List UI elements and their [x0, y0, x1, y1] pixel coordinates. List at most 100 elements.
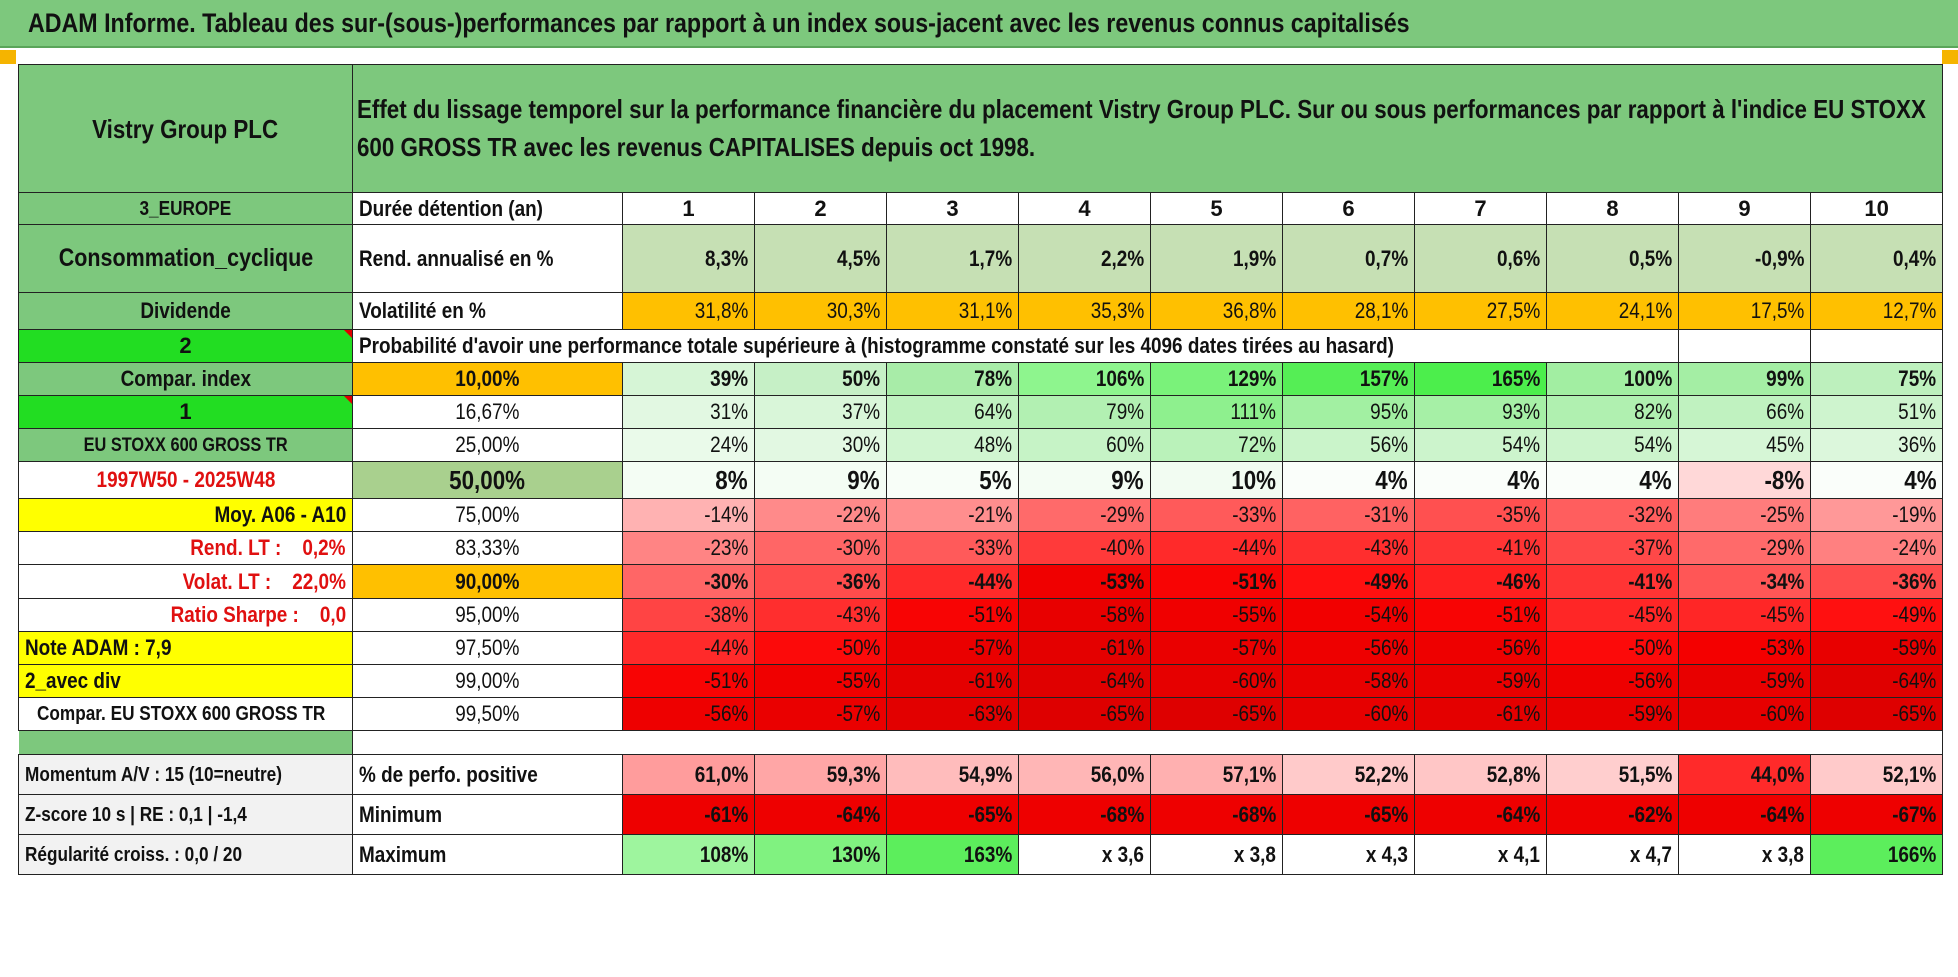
quantile-cell: -59% — [1809, 631, 1944, 665]
rend-cell: 0,7% — [1282, 224, 1415, 293]
minimum-cell: -65% — [886, 794, 1019, 835]
quantile-cell: -36% — [1809, 564, 1944, 599]
quantile-row: Compar. index 10,00% 39% 50% 78% 106% 12… — [18, 362, 1944, 396]
quantile-cell: -51% — [886, 598, 1019, 632]
quantile-row: Ratio Sharpe : 0,0 95,00% -38% -43% -51%… — [18, 598, 1944, 632]
compar-index-code: 1 — [18, 395, 353, 429]
quantile-cell: -59% — [1414, 664, 1547, 698]
quantile-cell: 9% — [754, 461, 887, 499]
minimum-cell: -62% — [1546, 794, 1679, 835]
header-row: Vistry Group PLC Effet du lissage tempor… — [18, 64, 1944, 193]
title-bar: ADAM Informe. Tableau des sur-(sous-)per… — [0, 0, 1958, 48]
minimum-label: Minimum — [352, 794, 623, 835]
quantile-cell: -24% — [1809, 531, 1944, 565]
note-adam: Note ADAM : 7,9 — [18, 631, 353, 665]
quantile-cell: -64% — [1018, 664, 1151, 698]
vol-cell: 30,3% — [754, 292, 887, 330]
quantile-cell: 4% — [1809, 461, 1944, 499]
prob-label: Probabilité d'avoir une performance tota… — [352, 329, 1679, 363]
quantile-cell: -59% — [1678, 664, 1811, 698]
quantile-cell: 129% — [1150, 362, 1283, 396]
quantile-cell: -65% — [1809, 697, 1944, 731]
vol-cell: 17,5% — [1678, 292, 1811, 330]
quantile-row: EU STOXX 600 GROSS TR 25,00% 24% 30% 48%… — [18, 428, 1944, 462]
year-cell: 8 — [1546, 192, 1679, 225]
maximum-cell: 108% — [622, 834, 755, 875]
quantile-cell: 50% — [754, 362, 887, 396]
quantile-cell: -34% — [1678, 564, 1811, 599]
quantile-cell: 157% — [1282, 362, 1415, 396]
quantile-cell: -32% — [1546, 498, 1679, 532]
performance-table: Vistry Group PLC Effet du lissage tempor… — [18, 64, 1944, 875]
quantile-cell: -65% — [1018, 697, 1151, 731]
vol-row: Dividende Volatilité en % 31,8% 30,3% 31… — [18, 292, 1944, 330]
minimum-row: Z-score 10 s | RE : 0,1 | -1,4 Minimum -… — [18, 794, 1944, 835]
quantile-cell: 60% — [1018, 428, 1151, 462]
quantile-cell: -58% — [1282, 664, 1415, 698]
rend-row: Consommation_cyclique Rend. annualisé en… — [18, 224, 1944, 293]
year-cell: 1 — [622, 192, 755, 225]
rend-cell: -0,9% — [1678, 224, 1811, 293]
rend-cell: 8,3% — [622, 224, 755, 293]
quantile-cell: -44% — [1150, 531, 1283, 565]
corner-marker-right — [1942, 50, 1958, 64]
quantile-cell: 4% — [1414, 461, 1547, 499]
quantile-cell: -33% — [886, 531, 1019, 565]
positive-label: % de perfo. positive — [352, 754, 623, 795]
positive-cell: 57,1% — [1150, 754, 1283, 795]
vol-cell: 31,1% — [886, 292, 1019, 330]
minimum-cell: -65% — [1282, 794, 1415, 835]
quantile-cell: 54% — [1414, 428, 1547, 462]
dividend-label: Dividende — [18, 292, 353, 330]
prob-row: 2 Probabilité d'avoir une performance to… — [18, 329, 1944, 363]
report-title: ADAM Informe. Tableau des sur-(sous-)per… — [28, 8, 1410, 38]
vol-cell: 31,8% — [622, 292, 755, 330]
maximum-cell: x 3,6 — [1018, 834, 1151, 875]
quantile-cell: 100% — [1546, 362, 1679, 396]
quantile-cell: 95% — [1282, 395, 1415, 429]
quantile-cell: -35% — [1414, 498, 1547, 532]
quantile-cell: -23% — [622, 531, 755, 565]
rend-lt-label: Rend. LT : 0,2% — [18, 531, 353, 565]
quantile-cell: -61% — [886, 664, 1019, 698]
quantile-cell: 72% — [1150, 428, 1283, 462]
compar-full-label: Compar. EU STOXX 600 GROSS TR — [18, 697, 353, 731]
quantile-cell: -57% — [754, 697, 887, 731]
sharpe-label: Ratio Sharpe : 0,0 — [18, 598, 353, 632]
vol-label: Volatilité en % — [352, 292, 623, 330]
quantile-cell: 165% — [1414, 362, 1547, 396]
empty-cell — [1809, 329, 1944, 363]
quantile-cell: 79% — [1018, 395, 1151, 429]
vol-cell: 24,1% — [1546, 292, 1679, 330]
quantile-cell: 93% — [1414, 395, 1547, 429]
index-name: EU STOXX 600 GROSS TR — [18, 428, 353, 462]
quantile-cell: -46% — [1414, 564, 1547, 599]
quantile-row: Rend. LT : 0,2% 83,33% -23% -30% -33% -4… — [18, 531, 1944, 565]
quantile-cell: -25% — [1678, 498, 1811, 532]
quantile-row: Compar. EU STOXX 600 GROSS TR 99,50% -56… — [18, 697, 1944, 731]
quantile-cell: -56% — [1282, 631, 1415, 665]
year-cell: 6 — [1282, 192, 1415, 225]
year-cell: 9 — [1678, 192, 1811, 225]
vol-cell: 27,5% — [1414, 292, 1547, 330]
quantile-cell: -64% — [1809, 664, 1944, 698]
quantile-cell: 5% — [886, 461, 1019, 499]
minimum-cell: -64% — [1678, 794, 1811, 835]
rend-cell: 1,7% — [886, 224, 1019, 293]
quantile-row: 1 16,67% 31% 37% 64% 79% 111% 95% 93% 82… — [18, 395, 1944, 429]
quantile-cell: -41% — [1546, 564, 1679, 599]
quantile-cell: -63% — [886, 697, 1019, 731]
rend-cell: 4,5% — [754, 224, 887, 293]
quantile-cell: 111% — [1150, 395, 1283, 429]
quantile-cell: -54% — [1282, 598, 1415, 632]
quantile-cell: -45% — [1678, 598, 1811, 632]
quantile-cell: -57% — [1150, 631, 1283, 665]
quantile-cell: -61% — [1018, 631, 1151, 665]
quantile-row: Moy. A06 - A10 75,00% -14% -22% -21% -29… — [18, 498, 1944, 532]
quantile-cell: 37% — [754, 395, 887, 429]
quantile-label: 99,00% — [352, 664, 623, 698]
rend-cell: 0,6% — [1414, 224, 1547, 293]
maximum-cell: x 4,7 — [1546, 834, 1679, 875]
positive-cell: 52,1% — [1809, 754, 1944, 795]
quantile-cell: 106% — [1018, 362, 1151, 396]
